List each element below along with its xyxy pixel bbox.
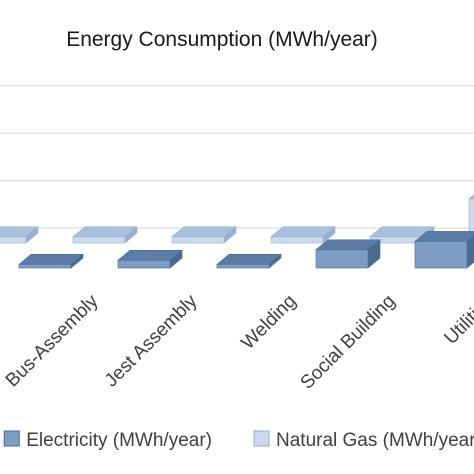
x-tick-label: Jest Assembly bbox=[101, 290, 202, 391]
grid-layer bbox=[0, 85, 474, 229]
bar-electricity-6 bbox=[414, 231, 474, 269]
bar-electricity-3 bbox=[117, 249, 183, 269]
bar-natural-gas-4 bbox=[270, 226, 336, 244]
bar-electricity-5 bbox=[315, 239, 381, 269]
bar-electricity-4 bbox=[216, 253, 282, 269]
bar-natural-gas-6 bbox=[468, 194, 474, 244]
x-tick-label: Social Building bbox=[297, 291, 400, 394]
bar-natural-gas-3 bbox=[171, 226, 237, 244]
legend-label-electricity: Electricity (MWh/year) bbox=[26, 430, 212, 451]
bars-layer bbox=[0, 194, 474, 269]
x-tick-label: Paint Shop bbox=[0, 291, 4, 372]
legend: Electricity (MWh/year) Natural Gas (MWh/y… bbox=[3, 430, 474, 451]
bar-natural-gas-2 bbox=[72, 226, 138, 244]
x-tick-label: Utilities bbox=[440, 291, 474, 349]
legend-swatch-electricity bbox=[3, 430, 20, 447]
x-tick-label: Welding bbox=[237, 291, 300, 354]
bar-electricity-2 bbox=[18, 253, 84, 269]
chart-title: Energy Consumption (MWh/year) bbox=[66, 28, 378, 51]
legend-label-natural-gas: Natural Gas (MWh/year) bbox=[276, 430, 474, 451]
x-tick-label: Bus-Assembly bbox=[2, 290, 103, 391]
bar-natural-gas-1 bbox=[0, 226, 39, 244]
legend-swatch-natural-gas bbox=[253, 430, 270, 447]
